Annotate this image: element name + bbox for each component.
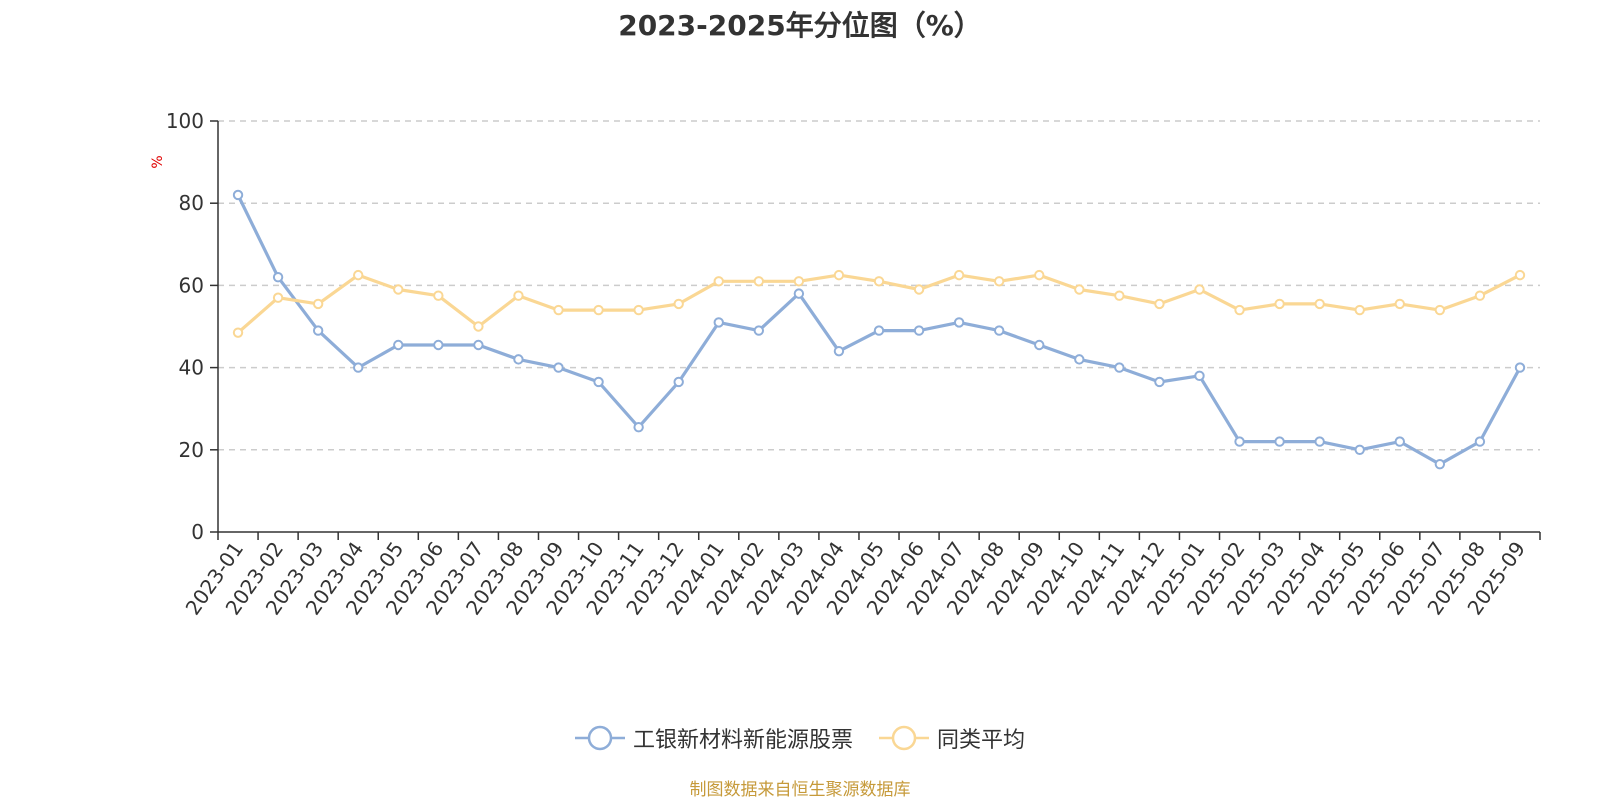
data-point[interactable]	[993, 325, 1005, 336]
data-point[interactable]	[1434, 458, 1446, 470]
data-point[interactable]	[913, 325, 925, 336]
data-point[interactable]	[873, 276, 885, 287]
data-point[interactable]	[272, 292, 284, 303]
legend-item-0[interactable]: 工银新材料新能源股票	[574, 722, 853, 754]
data-point[interactable]	[1114, 362, 1125, 373]
data-point[interactable]	[1354, 444, 1365, 455]
y-tick-label: 60	[179, 273, 204, 297]
data-point[interactable]	[513, 290, 524, 301]
data-point[interactable]	[553, 362, 564, 373]
data-point[interactable]	[993, 276, 1005, 287]
data-point[interactable]	[1154, 298, 1165, 310]
y-tick-label: 100	[166, 109, 204, 133]
legend-label: 同类平均	[937, 728, 1026, 753]
data-point[interactable]	[673, 376, 684, 388]
data-point[interactable]	[353, 269, 364, 281]
data-point[interactable]	[513, 354, 524, 365]
data-point[interactable]	[1394, 298, 1405, 310]
data-point[interactable]	[1114, 290, 1125, 301]
data-point[interactable]	[1434, 304, 1446, 316]
y-tick-label: 80	[179, 191, 204, 215]
data-point[interactable]	[1474, 290, 1486, 301]
data-point[interactable]	[433, 290, 444, 301]
data-point[interactable]	[312, 298, 324, 310]
data-point[interactable]	[833, 345, 845, 357]
data-point[interactable]	[393, 284, 404, 295]
data-point[interactable]	[833, 269, 845, 281]
data-point[interactable]	[1034, 269, 1045, 281]
data-point[interactable]	[1314, 298, 1325, 310]
data-point[interactable]	[1514, 362, 1526, 373]
data-point[interactable]	[793, 288, 805, 299]
y-tick-label: 0	[191, 520, 204, 544]
data-point[interactable]	[913, 284, 925, 295]
data-point[interactable]	[593, 304, 604, 316]
data-point[interactable]	[1234, 304, 1245, 316]
data-point[interactable]	[673, 298, 684, 310]
data-point[interactable]	[793, 276, 805, 287]
data-point[interactable]	[753, 325, 765, 336]
legend-label: 工银新材料新能源股票	[632, 728, 853, 753]
data-point[interactable]	[433, 339, 444, 351]
data-point[interactable]	[232, 327, 244, 338]
source-note: 制图数据来自恒生聚源数据库	[689, 780, 911, 800]
y-axis-label: %	[150, 155, 166, 168]
legend-swatch-icon	[879, 725, 929, 751]
data-point[interactable]	[1274, 436, 1285, 447]
legend: 工银新材料新能源股票 同类平均	[0, 722, 1600, 754]
data-point[interactable]	[1354, 304, 1365, 316]
data-point[interactable]	[1394, 436, 1405, 447]
line-chart: 0204060801002023-012023-022023-032023-04…	[150, 109, 1541, 619]
data-point[interactable]	[1474, 436, 1486, 447]
data-point[interactable]	[713, 317, 724, 328]
data-point[interactable]	[353, 362, 364, 373]
data-point[interactable]	[1154, 376, 1165, 388]
y-tick-label: 40	[179, 356, 204, 380]
data-point[interactable]	[593, 376, 604, 388]
data-point[interactable]	[1074, 354, 1085, 365]
data-point[interactable]	[473, 321, 484, 332]
data-points	[232, 189, 1526, 470]
data-point[interactable]	[1074, 284, 1085, 295]
data-point[interactable]	[1514, 269, 1526, 281]
data-point[interactable]	[633, 304, 644, 316]
data-point[interactable]	[1194, 284, 1205, 295]
data-point[interactable]	[713, 276, 724, 287]
data-point[interactable]	[272, 271, 284, 283]
data-point[interactable]	[1194, 370, 1205, 382]
chart-title: 2023-2025年分位图（%）	[618, 9, 982, 42]
legend-item-1[interactable]: 同类平均	[879, 722, 1025, 754]
data-point[interactable]	[873, 325, 885, 336]
data-point[interactable]	[312, 325, 324, 336]
data-point[interactable]	[953, 269, 965, 281]
data-point[interactable]	[753, 276, 765, 287]
y-tick-label: 20	[179, 438, 204, 462]
data-point[interactable]	[633, 421, 644, 433]
data-point[interactable]	[1314, 436, 1325, 447]
data-point[interactable]	[1034, 339, 1045, 351]
data-point[interactable]	[953, 317, 965, 328]
data-point[interactable]	[1234, 436, 1245, 447]
data-point[interactable]	[473, 339, 484, 351]
data-point[interactable]	[393, 339, 404, 351]
axes	[210, 120, 1541, 540]
legend-swatch-icon	[574, 725, 625, 751]
data-point[interactable]	[1274, 298, 1285, 310]
data-point[interactable]	[232, 189, 244, 201]
data-point[interactable]	[553, 304, 564, 316]
